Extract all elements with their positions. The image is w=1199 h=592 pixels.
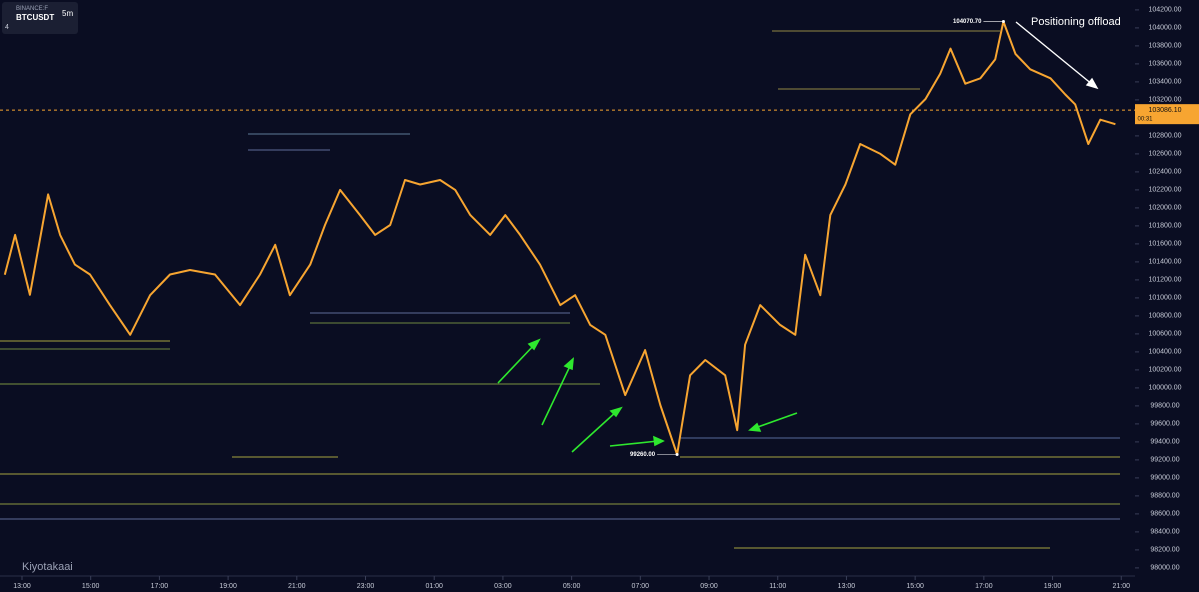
x-tick-label: 21:00 — [1112, 583, 1130, 590]
symbol-badge[interactable]: BINANCE:F BTCUSDT 5m 4 — [2, 2, 78, 34]
y-tick-label: 103800.00 — [1148, 43, 1181, 50]
y-tick-label: 99200.00 — [1150, 457, 1179, 464]
y-tick-label: 98000.00 — [1150, 565, 1179, 572]
y-tick-label: 102800.00 — [1148, 133, 1181, 140]
x-tick-label: 01:00 — [425, 583, 443, 590]
x-tick-label: 05:00 — [563, 583, 581, 590]
y-tick-label: 99400.00 — [1150, 439, 1179, 446]
y-tick-label: 102200.00 — [1148, 187, 1181, 194]
indicators: 4 — [5, 24, 9, 31]
y-tick-label: 102600.00 — [1148, 151, 1181, 158]
last-price-box — [1135, 104, 1199, 125]
y-tick-label: 99800.00 — [1150, 403, 1179, 410]
x-tick-label: 15:00 — [82, 583, 100, 590]
arrows — [497, 338, 798, 453]
y-tick-label: 101200.00 — [1148, 277, 1181, 284]
x-tick-label: 09:00 — [700, 583, 718, 590]
symbol: BTCUSDT — [16, 13, 55, 22]
last-price-label: 103086.10 — [1148, 107, 1181, 114]
y-tick-label: 98200.00 — [1150, 547, 1179, 554]
note: Positioning offload — [1031, 16, 1121, 28]
y-tick-label: 100000.00 — [1148, 385, 1181, 392]
x-tick-label: 23:00 — [357, 583, 375, 590]
countdown: 00:31 — [1137, 117, 1153, 123]
annotation-label: 99260.00 — [630, 452, 656, 458]
interval: 5m — [62, 9, 74, 18]
y-tick-label: 98800.00 — [1150, 493, 1179, 500]
y-tick-label: 98600.00 — [1150, 511, 1179, 518]
y-tick-label: 100400.00 — [1148, 349, 1181, 356]
y-tick-label: 100200.00 — [1148, 367, 1181, 374]
exchange: BINANCE:F — [16, 6, 49, 12]
x-tick-label: 17:00 — [151, 583, 169, 590]
y-tick-label: 101800.00 — [1148, 223, 1181, 230]
y-tick-label: 104200.00 — [1148, 7, 1181, 14]
x-tick-label: 11:00 — [769, 583, 786, 590]
x-tick-label: 19:00 — [1044, 583, 1062, 590]
y-tick-label: 100800.00 — [1148, 313, 1181, 320]
time-axis — [0, 576, 1199, 592]
x-tick-label: 07:00 — [632, 583, 650, 590]
y-tick-label: 104000.00 — [1148, 25, 1181, 32]
y-tick-label: 103200.00 — [1148, 97, 1181, 104]
x-tick-label: 17:00 — [975, 583, 993, 590]
y-tick-label: 101600.00 — [1148, 241, 1181, 248]
x-tick-label: 13:00 — [13, 583, 31, 590]
y-tick-label: 103600.00 — [1148, 61, 1181, 68]
y-tick-label: 102400.00 — [1148, 169, 1181, 176]
x-tick-label: 13:00 — [838, 583, 856, 590]
watermark: Kiyotakaai — [22, 561, 73, 573]
price-axis — [1135, 0, 1199, 592]
y-tick-label: 100600.00 — [1148, 331, 1181, 338]
liquidity-levels — [0, 30, 1120, 549]
x-tick-label: 21:00 — [288, 583, 306, 590]
offload-arrow — [1015, 21, 1099, 90]
x-tick-label: 15:00 — [906, 583, 924, 590]
annotation-label: 104070.70 — [953, 19, 982, 25]
y-tick-label: 101400.00 — [1148, 259, 1181, 266]
y-tick-label: 98400.00 — [1150, 529, 1179, 536]
y-tick-label: 103400.00 — [1148, 79, 1181, 86]
price-line — [3, 20, 1116, 456]
x-tick-label: 03:00 — [494, 583, 512, 590]
y-tick-label: 99000.00 — [1150, 475, 1179, 482]
y-tick-label: 99600.00 — [1150, 421, 1179, 428]
x-tick-label: 19:00 — [219, 583, 237, 590]
y-tick-label: 102000.00 — [1148, 205, 1181, 212]
y-tick-label: 101000.00 — [1148, 295, 1181, 302]
